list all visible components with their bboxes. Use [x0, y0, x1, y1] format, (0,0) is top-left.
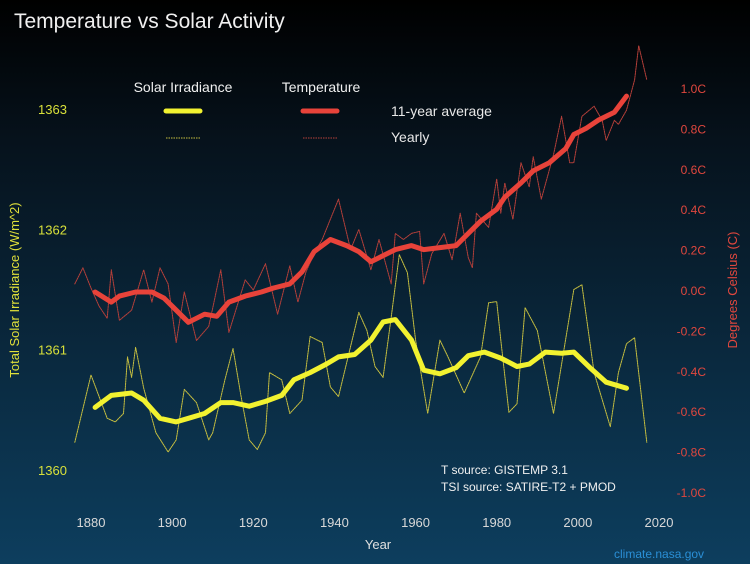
- x-axis-ticks: 1880 1900 1920 1940 1960 1980 2000 2020: [77, 515, 674, 530]
- left-tick-label: 1361: [38, 343, 67, 358]
- solar-irradiance-11-year-average-line: [92, 317, 629, 425]
- left-axis-label: Total Solar Irradiance (W/m^2): [7, 202, 22, 377]
- right-tick-label: -0.4C: [677, 365, 707, 379]
- right-tick-label: 0.8C: [681, 122, 707, 136]
- series-group: [74, 45, 648, 453]
- legend: Solar Irradiance Temperature 11-year ave…: [134, 79, 493, 145]
- right-tick-label: -1.0C: [677, 486, 707, 500]
- x-axis-label: Year: [365, 537, 392, 552]
- right-tick-label: 0.2C: [681, 244, 707, 258]
- right-tick-label: -0.2C: [677, 324, 707, 338]
- right-tick-label: 0.4C: [681, 203, 707, 217]
- x-tick-label: 1900: [158, 515, 187, 530]
- x-tick-label: 1920: [239, 515, 268, 530]
- left-axis-ticks: 1360 1361 1362 1363: [38, 102, 67, 478]
- x-tick-label: 1960: [401, 515, 430, 530]
- x-tick-label: 1940: [320, 515, 349, 530]
- x-tick-label: 1980: [482, 515, 511, 530]
- source-tsi: TSI source: SATIRE-T2 + PMOD: [441, 480, 616, 494]
- temperature-11-year-average-line: [92, 93, 629, 325]
- right-axis-label: Degrees Celsius (C): [725, 231, 740, 348]
- right-tick-label: 1.0C: [681, 82, 707, 96]
- x-tick-label: 2000: [563, 515, 592, 530]
- right-tick-label: 0.6C: [681, 163, 707, 177]
- right-tick-label: 0.0C: [681, 284, 707, 298]
- right-axis-ticks: -1.0C -0.8C -0.6C -0.4C -0.2C 0.0C 0.2C 0.4C 0.6…: [677, 82, 707, 500]
- x-tick-label: 2020: [645, 515, 674, 530]
- left-tick-label: 1363: [38, 102, 67, 117]
- chart-title: Temperature vs Solar Activity: [14, 10, 285, 33]
- legend-row-average: 11-year average: [391, 103, 492, 119]
- right-tick-label: -0.6C: [677, 405, 707, 419]
- right-tick-label: -0.8C: [677, 446, 707, 460]
- left-tick-label: 1362: [38, 222, 67, 237]
- credit-link[interactable]: climate.nasa.gov: [614, 547, 704, 561]
- legend-row-yearly: Yearly: [391, 129, 429, 145]
- left-tick-label: 1360: [38, 463, 67, 478]
- x-tick-label: 1880: [77, 515, 106, 530]
- legend-header-solar: Solar Irradiance: [134, 79, 233, 95]
- solar-irradiance-yearly-line: [74, 254, 648, 453]
- legend-header-temperature: Temperature: [282, 79, 361, 95]
- source-temperature: T source: GISTEMP 3.1: [441, 463, 568, 477]
